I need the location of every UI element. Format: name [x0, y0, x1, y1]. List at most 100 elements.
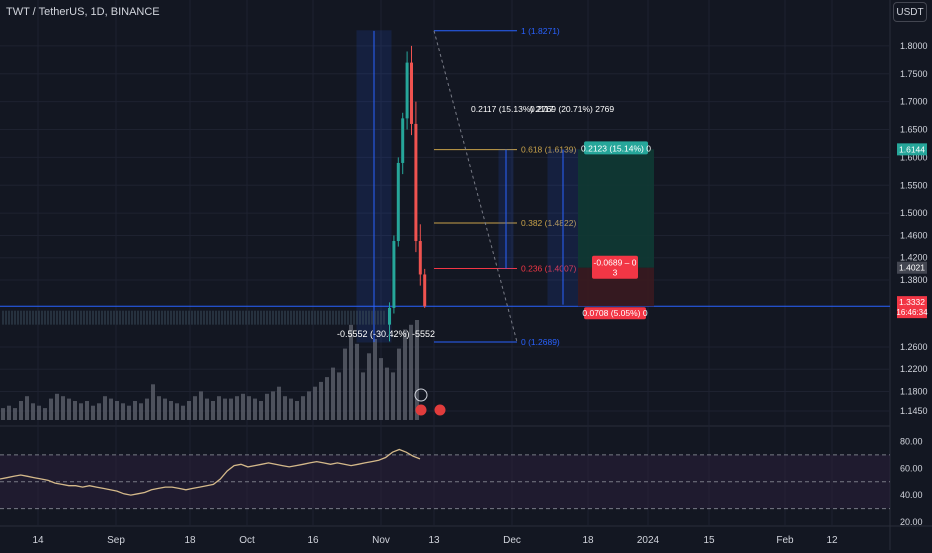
candle-body: [414, 123, 418, 242]
price-tick-label: 1.7000: [900, 97, 928, 107]
flat-candle: [215, 310, 217, 325]
x-tick-label: Feb: [776, 535, 794, 546]
flat-candle: [173, 310, 175, 325]
volume-bar: [373, 339, 377, 420]
flat-candle: [137, 310, 139, 325]
flat-candle: [65, 310, 67, 325]
drawings[interactable]: -0.5552 (-30.42%) -5552 1 (1.8271) 0.618 (…: [0, 26, 890, 416]
flat-candle: [167, 310, 169, 325]
flat-candle: [116, 310, 118, 325]
x-tick-label: Sep: [107, 535, 125, 546]
flat-candle: [47, 310, 49, 325]
volume-bar: [379, 358, 383, 420]
flat-candle: [14, 310, 16, 325]
volume-bar: [241, 393, 245, 420]
flat-candle: [344, 310, 346, 325]
volume-bar: [187, 401, 191, 420]
flat-candle: [143, 310, 145, 325]
countdown-label: 16:46:34: [896, 308, 928, 317]
volume-bar: [391, 372, 395, 420]
volume-bar: [337, 372, 341, 420]
flat-candle: [53, 310, 55, 325]
flat-candle: [155, 310, 157, 325]
volume-bar: [223, 398, 227, 420]
flat-candle: [302, 310, 304, 325]
volume-bar: [301, 396, 305, 420]
currency-button[interactable]: USDT: [893, 2, 927, 22]
flat-candle: [263, 310, 265, 325]
fib-level-label: 0.236 (1.4007): [521, 264, 576, 274]
flat-candle: [206, 310, 208, 325]
flat-candle: [203, 310, 205, 325]
volume-bar: [31, 403, 35, 420]
rsi-tick-label: 20.00: [900, 517, 923, 527]
candle-body: [418, 241, 422, 275]
rsi-line: [0, 448, 421, 496]
volume-bar: [19, 401, 23, 420]
flat-candle: [227, 310, 229, 325]
volume-bar: [13, 408, 17, 420]
flat-candle: [98, 310, 100, 325]
x-tick-label: Oct: [239, 535, 255, 546]
volume-bar: [145, 398, 149, 420]
flat-candle: [242, 310, 244, 325]
flat-candle: [218, 310, 220, 325]
price-tag-box: [897, 143, 927, 156]
flat-candle: [311, 310, 313, 325]
volume-bar: [181, 405, 185, 420]
flat-candle: [326, 310, 328, 325]
flat-candle: [110, 310, 112, 325]
flash-event-icon: [414, 388, 428, 402]
volume-bar: [307, 391, 311, 420]
price-tick-label: 1.4200: [900, 253, 928, 263]
flat-candle: [260, 310, 262, 325]
price-tick-label: 1.8000: [900, 41, 928, 51]
price-tick-label: 1.6000: [900, 152, 928, 162]
flat-candle: [377, 310, 379, 325]
flat-candle: [74, 310, 76, 325]
price-tick-label: 1.1800: [900, 387, 928, 397]
flat-candle: [62, 310, 64, 325]
position-profit-zone: [578, 149, 654, 268]
flat-candle: [383, 310, 385, 325]
flat-candle: [359, 310, 361, 325]
flat-candle: [23, 310, 25, 325]
candle-body: [405, 62, 409, 119]
flat-candle: [287, 310, 289, 325]
flat-candle: [29, 310, 31, 325]
flat-candle: [272, 310, 274, 325]
x-tick-label: Dec: [503, 535, 521, 546]
volume-bar: [289, 398, 293, 420]
us-flag-event-icon: [415, 404, 427, 416]
flat-candle: [26, 310, 28, 325]
volume-bar: [331, 367, 335, 420]
position-stop-badge: [592, 255, 638, 279]
volume-bar: [85, 401, 89, 420]
price-tick-label: 1.2600: [900, 342, 928, 352]
candles: [2, 45, 427, 342]
flat-candle: [248, 310, 250, 325]
volume-bar: [43, 408, 47, 420]
flat-candle: [371, 310, 373, 325]
flat-candle: [251, 310, 253, 325]
flat-candle: [176, 310, 178, 325]
fib-level-label: 1 (1.8271): [521, 26, 560, 36]
volume-bar: [217, 396, 221, 420]
position-entry-label: 0.0708 (5.05%) 0: [582, 308, 647, 318]
flat-candle: [101, 310, 103, 325]
volume-bar: [403, 329, 407, 420]
x-tick-label: Nov: [372, 535, 390, 546]
flat-candle: [224, 310, 226, 325]
volume-bar: [169, 401, 173, 420]
flat-candle: [365, 310, 367, 325]
flat-candle: [182, 310, 184, 325]
volume-bar: [319, 381, 323, 420]
price-tag-box: [897, 261, 927, 274]
flat-candle: [95, 310, 97, 325]
flat-candle: [11, 310, 13, 325]
flat-candle: [128, 310, 130, 325]
flat-candle: [17, 310, 19, 325]
candle-body: [423, 274, 427, 307]
